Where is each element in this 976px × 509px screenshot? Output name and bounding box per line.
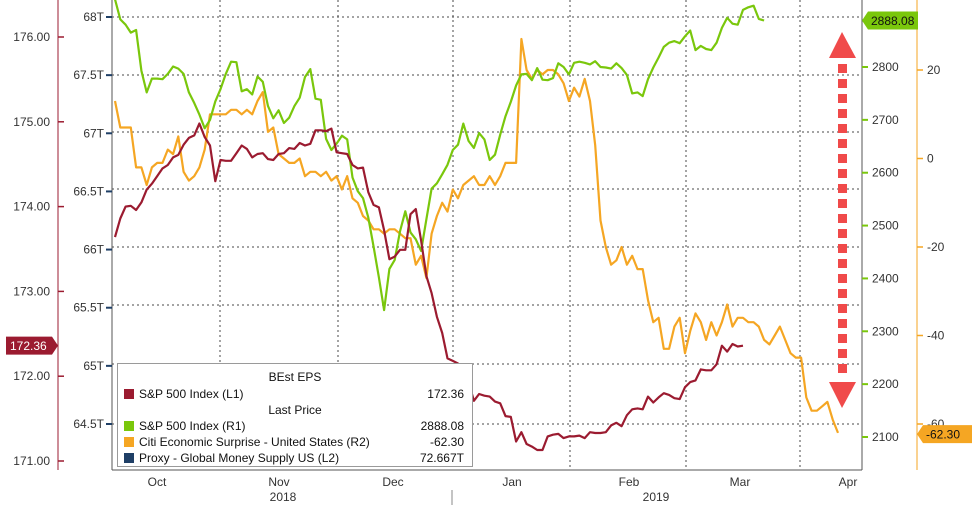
l2-tick-label: 66.5T: [73, 184, 104, 198]
r1-tick-label: 2200: [872, 377, 899, 391]
right-axes: 2800 2700 2600 2500 2400 2300 2200 2100 20 0 -20 -4…: [861, 0, 945, 470]
legend-swatch: [124, 389, 134, 399]
last-tag-r2-shape: [917, 425, 972, 444]
x-month-label: Nov: [268, 475, 289, 489]
legend-value: -62.30: [429, 435, 464, 449]
drawdown-arrow-annotation: [829, 32, 856, 408]
last-tag-r1-shape: [862, 11, 918, 30]
arrow-dash: [838, 94, 847, 103]
r1-tick-label: 2500: [872, 219, 899, 233]
r2-tick-label: -40: [927, 329, 945, 343]
x-year-label: 2019: [643, 490, 670, 504]
r1-tick-label: 2300: [872, 324, 899, 338]
arrow-dash: [838, 64, 847, 73]
legend: BEst EPS S&P 500 Index (L1) 172.36 Last …: [117, 363, 473, 467]
r2-tick-label: 20: [927, 63, 941, 77]
legend-header-price: Last Price: [268, 403, 322, 417]
legend-entry-sp500-eps: S&P 500 Index (L1) 172.36: [124, 386, 464, 402]
l1-tick-label: 172.00: [13, 369, 50, 383]
arrow-dash: [838, 79, 847, 88]
legend-swatch: [124, 437, 134, 447]
arrow-dash: [838, 154, 847, 163]
r1-tick-label: 2400: [872, 271, 899, 285]
l1-tick-label: 174.00: [13, 200, 50, 214]
l2-tick-label: 66T: [83, 243, 104, 257]
series-line-r2: [113, 37, 840, 434]
legend-entry-citi-surprise: Citi Economic Surprise - United States (…: [124, 434, 464, 450]
l1-tick-label: 176.00: [13, 30, 50, 44]
l2-tick-label: 68T: [83, 10, 104, 24]
arrow-dash: [838, 184, 847, 193]
l2-tick-label: 64.5T: [73, 417, 104, 431]
arrow-dash: [838, 109, 847, 118]
legend-entry-sp500-price: S&P 500 Index (R1) 2888.08: [124, 418, 464, 434]
arrow-dash: [838, 319, 847, 328]
legend-value: 72.667T: [419, 451, 464, 465]
r2-tick-label: 0: [927, 152, 934, 166]
arrow-dash: [838, 349, 847, 358]
arrow-dash: [838, 169, 847, 178]
x-axis: Oct Nov Dec Jan Feb Mar Apr 2018 2019: [112, 469, 862, 505]
legend-label: S&P 500 Index (R1): [139, 419, 246, 433]
x-month-label: Jan: [502, 475, 521, 489]
arrow-dash: [838, 214, 847, 223]
last-tag-l1-shape: [6, 336, 58, 355]
legend-value: 172.36: [427, 387, 464, 401]
l1-tick-label: 171.00: [13, 454, 50, 468]
series-line-r1: [114, 0, 765, 312]
arrow-dash: [838, 229, 847, 238]
series-line-l1: [113, 122, 744, 452]
l2-tick-label: 65.5T: [73, 301, 104, 315]
l2-tick-label: 65T: [83, 359, 104, 373]
l2-tick-label: 67.5T: [73, 68, 104, 82]
left-axes: 176.00 175.00 174.00 173.00 172.00 171.00 68T 6…: [13, 0, 113, 470]
r1-tick-label: 2100: [872, 430, 899, 444]
legend-swatch: [124, 421, 134, 431]
last-tag-r2-text: -62.30: [926, 428, 960, 442]
arrow-dash: [838, 334, 847, 343]
legend-entry-money-supply: Proxy - Global Money Supply US (L2) 72.6…: [124, 450, 464, 466]
last-tag-l1: 172.36: [6, 336, 58, 355]
l2-tick-label: 67T: [83, 126, 104, 140]
legend-header-eps: BEst EPS: [268, 370, 322, 384]
legend-label: S&P 500 Index (L1): [139, 387, 244, 401]
arrow-dash: [838, 124, 847, 133]
arrow-dash: [838, 259, 847, 268]
last-tag-r2: -62.30: [917, 425, 972, 444]
last-tag-r1-text: 2888.08: [871, 14, 915, 28]
arrow-dash: [838, 199, 847, 208]
last-tag-r1: 2888.08: [862, 11, 918, 30]
l1-tick-label: 173.00: [13, 284, 50, 298]
legend-swatch: [124, 453, 134, 463]
x-month-label: Dec: [382, 475, 403, 489]
arrow-dash: [838, 364, 847, 373]
x-month-label: Feb: [619, 475, 640, 489]
r2-tick-label: -20: [927, 240, 945, 254]
arrow-dash: [838, 274, 847, 283]
last-tag-l1-text: 172.36: [10, 339, 47, 353]
arrow-dash: [838, 304, 847, 313]
arrow-dash: [838, 244, 847, 253]
arrow-head-up: [829, 32, 856, 58]
r1-tick-label: 2600: [872, 166, 899, 180]
legend-label: Proxy - Global Money Supply US (L2): [139, 451, 340, 465]
r1-tick-label: 2700: [872, 113, 899, 127]
legend-label: Citi Economic Surprise - United States (…: [139, 435, 370, 449]
x-month-label: Mar: [730, 475, 751, 489]
arrow-head-down: [829, 382, 856, 408]
r1-tick-label: 2800: [872, 60, 899, 74]
series-lines: [113, 0, 840, 452]
last-value-tags: 172.36 2888.08 -62.30: [6, 11, 972, 444]
l1-tick-label: 175.00: [13, 115, 50, 129]
legend-value: 2888.08: [420, 419, 464, 433]
x-month-label: Apr: [839, 475, 858, 489]
arrow-dash: [838, 289, 847, 298]
x-month-label: Oct: [148, 475, 167, 489]
x-year-label: 2018: [270, 490, 297, 504]
arrow-dash: [838, 139, 847, 148]
